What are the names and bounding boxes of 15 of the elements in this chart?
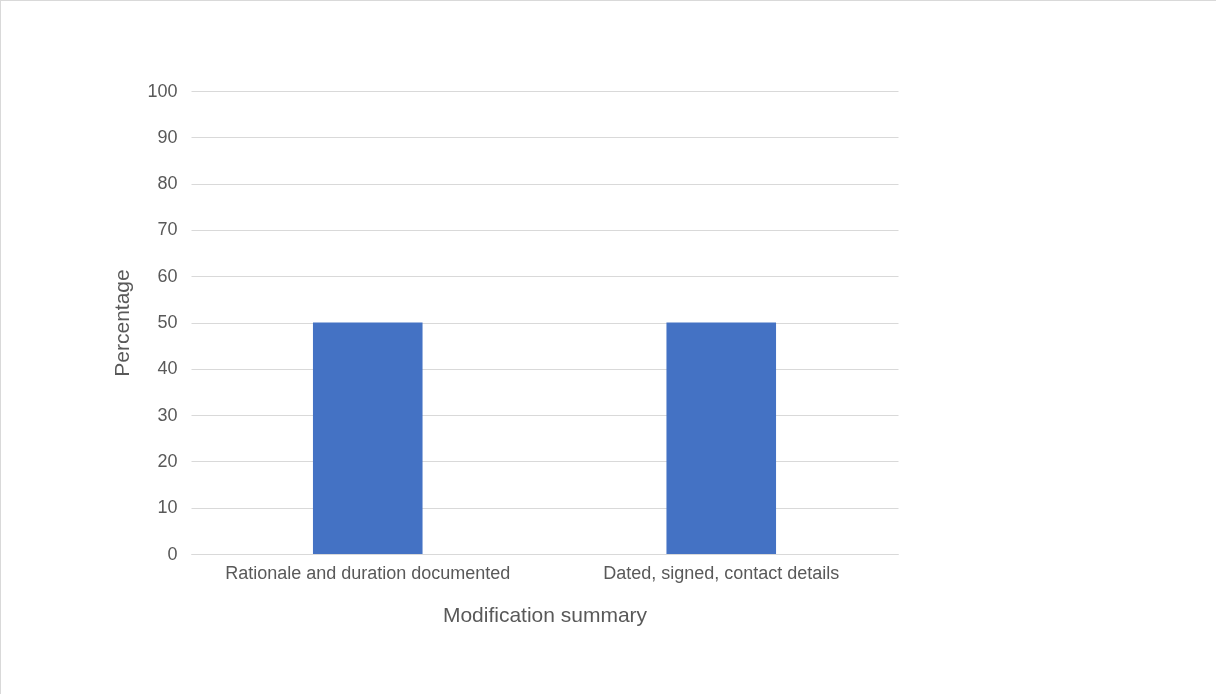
y-tick-label: 80 [157, 173, 178, 194]
x-axis-title: Modification summary [442, 602, 648, 626]
y-tick-label: 60 [157, 265, 178, 286]
y-tick-label: 0 [167, 543, 178, 564]
y-tick-label: 90 [157, 126, 178, 147]
x-tick-label: Rationale and duration documented [225, 562, 511, 583]
y-tick-label: 100 [147, 80, 178, 101]
y-tick-label: 40 [157, 358, 178, 379]
x-tick-label: Dated, signed, contact details [603, 562, 840, 583]
y-axis-title: Percentage [110, 269, 134, 377]
y-tick-label: 70 [157, 219, 178, 240]
y-tick-label: 10 [157, 497, 178, 518]
y-tick-label: 20 [157, 450, 178, 471]
y-tick-label: 30 [157, 404, 178, 425]
y-tick-label: 50 [157, 312, 178, 332]
